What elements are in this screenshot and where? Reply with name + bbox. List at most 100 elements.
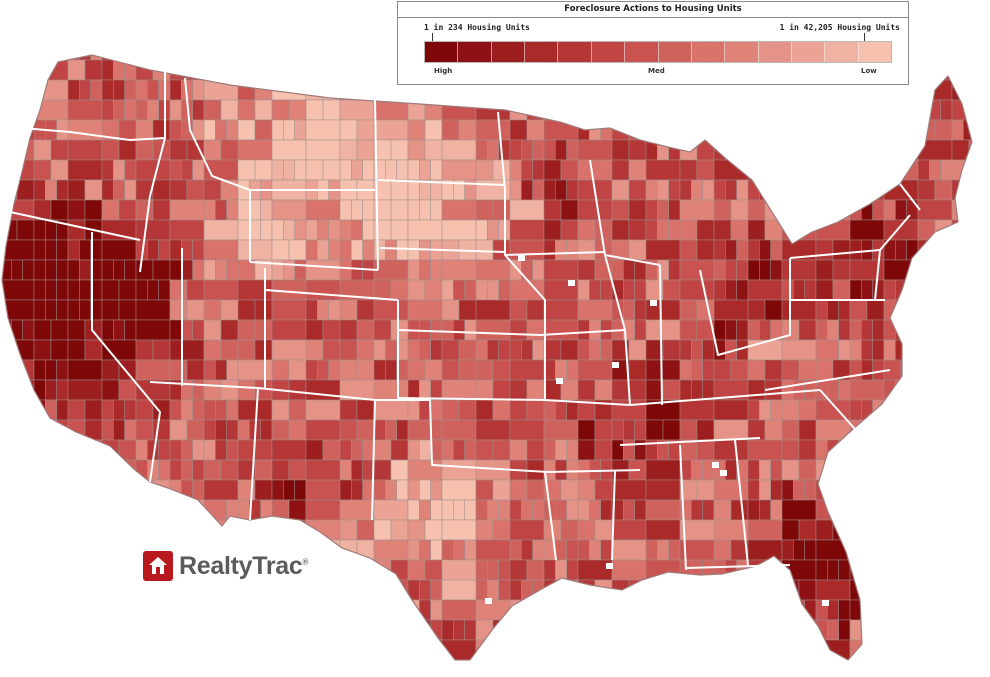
county-cell bbox=[45, 259, 57, 281]
county-cell bbox=[84, 339, 103, 361]
county-cell bbox=[215, 359, 227, 381]
county-cell bbox=[883, 479, 902, 501]
county-cell bbox=[713, 299, 749, 321]
county-cell bbox=[679, 359, 692, 381]
county-cell bbox=[305, 119, 341, 141]
county-cell bbox=[56, 559, 69, 581]
county-cell bbox=[793, 479, 805, 501]
county-cell bbox=[560, 219, 579, 241]
county-cell bbox=[249, 639, 261, 660]
county-cell bbox=[33, 319, 52, 341]
county-cell bbox=[917, 55, 953, 61]
county-cell bbox=[203, 319, 222, 341]
county-cell bbox=[521, 179, 533, 201]
county-cell bbox=[441, 419, 477, 441]
county-cell bbox=[339, 319, 358, 341]
county-cell bbox=[271, 99, 290, 121]
county-cell bbox=[203, 219, 239, 241]
county-cell bbox=[725, 279, 737, 301]
county-cell bbox=[124, 179, 137, 201]
county-cell bbox=[645, 659, 658, 660]
county-cell bbox=[33, 659, 52, 660]
county-cell bbox=[861, 359, 873, 381]
county-cell bbox=[113, 99, 125, 121]
county-cell bbox=[702, 379, 715, 401]
county-cell bbox=[611, 599, 647, 621]
county-cell bbox=[560, 159, 579, 181]
county-cell bbox=[215, 399, 227, 421]
county-cell bbox=[696, 419, 715, 441]
county-cell bbox=[101, 559, 114, 581]
county-cell bbox=[917, 159, 930, 181]
county-cell bbox=[67, 359, 103, 381]
county-cell bbox=[764, 659, 783, 660]
county-cell bbox=[900, 119, 919, 141]
county-cell bbox=[725, 99, 737, 121]
county-cell bbox=[147, 99, 159, 121]
county-cell bbox=[254, 479, 273, 501]
county-cell bbox=[815, 199, 834, 221]
county-cell bbox=[283, 219, 295, 241]
county-cell bbox=[702, 499, 715, 521]
county-cell bbox=[453, 619, 465, 641]
county-cell bbox=[56, 119, 69, 141]
county-cell bbox=[147, 79, 159, 101]
county-cell bbox=[628, 139, 647, 161]
county-cell bbox=[532, 339, 545, 361]
county-cell bbox=[759, 239, 771, 261]
county-cell bbox=[634, 639, 647, 660]
county-cell bbox=[492, 379, 511, 401]
county-cell bbox=[849, 339, 862, 361]
county-cell bbox=[424, 519, 443, 541]
county-cell bbox=[736, 259, 749, 281]
county-cell bbox=[2, 579, 35, 601]
county-cell bbox=[169, 519, 182, 541]
county-cell bbox=[747, 299, 766, 321]
county-cell bbox=[430, 259, 443, 281]
county-cell bbox=[940, 499, 953, 521]
county-cell bbox=[475, 239, 494, 261]
county-cell bbox=[509, 439, 528, 461]
county-cell bbox=[226, 419, 239, 441]
county-cell bbox=[815, 559, 828, 581]
county-cell bbox=[815, 259, 834, 281]
county-cell bbox=[645, 99, 664, 121]
county-cell bbox=[67, 339, 86, 361]
county-cell bbox=[192, 379, 205, 401]
county-cell bbox=[804, 119, 817, 141]
county-cell bbox=[283, 479, 295, 501]
county-cell bbox=[135, 279, 148, 301]
county-cell bbox=[50, 599, 69, 621]
county-cell bbox=[645, 579, 664, 601]
county-cell bbox=[838, 119, 851, 141]
county-cell bbox=[45, 479, 57, 501]
county-cell bbox=[475, 279, 488, 301]
county-cell bbox=[611, 199, 630, 221]
county-cell bbox=[951, 55, 964, 61]
county-cell bbox=[623, 639, 635, 660]
county-cell bbox=[815, 319, 828, 341]
county-cell bbox=[169, 339, 205, 361]
county-cell bbox=[509, 379, 528, 401]
county-cell bbox=[220, 139, 239, 161]
county-cell bbox=[861, 119, 873, 141]
county-cell bbox=[917, 479, 930, 501]
county-cell bbox=[793, 279, 805, 301]
county-cell bbox=[305, 379, 341, 401]
county-cell bbox=[509, 599, 545, 621]
county-cell bbox=[713, 239, 726, 261]
county-cell bbox=[770, 239, 783, 261]
county-cell bbox=[509, 419, 545, 441]
county-cell bbox=[849, 479, 868, 501]
county-cell bbox=[951, 179, 970, 201]
house-icon bbox=[143, 551, 173, 581]
county-cell bbox=[986, 440, 990, 460]
county-cell bbox=[237, 659, 256, 660]
county-cell bbox=[113, 159, 125, 181]
county-cell bbox=[424, 119, 443, 141]
county-cell bbox=[271, 319, 307, 341]
county-cell bbox=[203, 639, 239, 660]
county-cell bbox=[770, 259, 783, 281]
county-cell bbox=[917, 499, 930, 521]
